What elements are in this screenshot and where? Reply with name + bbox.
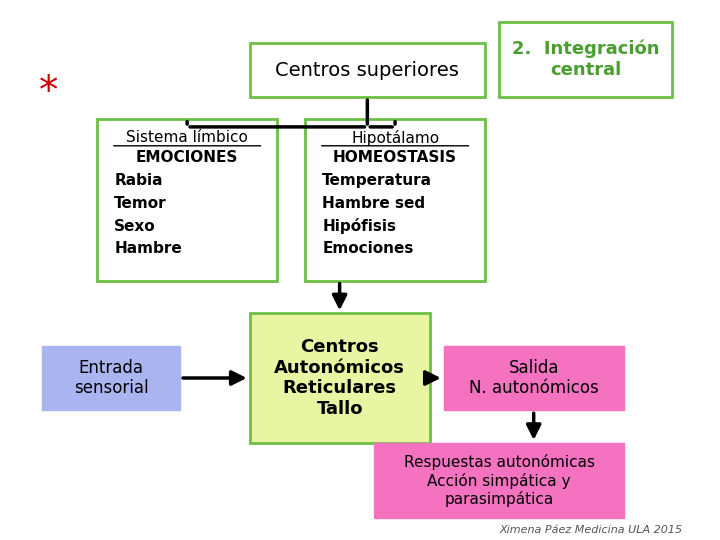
FancyBboxPatch shape bbox=[250, 313, 430, 443]
Text: Rabia: Rabia bbox=[114, 173, 163, 188]
Text: Emociones: Emociones bbox=[323, 241, 414, 256]
Text: *: * bbox=[39, 73, 58, 111]
Text: Centros
Autonómicos
Reticulares
Tallo: Centros Autonómicos Reticulares Tallo bbox=[274, 338, 405, 418]
FancyBboxPatch shape bbox=[499, 22, 672, 97]
FancyBboxPatch shape bbox=[42, 346, 180, 410]
Text: EMOCIONES: EMOCIONES bbox=[136, 150, 238, 165]
Text: Respuestas autonómicas
Acción simpática y
parasimpática: Respuestas autonómicas Acción simpática … bbox=[403, 454, 595, 507]
FancyBboxPatch shape bbox=[374, 443, 624, 518]
Text: Sistema límbico: Sistema límbico bbox=[126, 130, 248, 145]
Text: Salida
N. autonómicos: Salida N. autonómicos bbox=[469, 359, 598, 397]
Text: Ximena Páez Medicina ULA 2015: Ximena Páez Medicina ULA 2015 bbox=[499, 524, 682, 535]
Text: Temperatura: Temperatura bbox=[323, 173, 432, 188]
FancyBboxPatch shape bbox=[97, 119, 277, 281]
Text: Hambre sed: Hambre sed bbox=[323, 196, 426, 211]
Text: Centros superiores: Centros superiores bbox=[276, 60, 459, 80]
FancyBboxPatch shape bbox=[444, 346, 624, 410]
Text: Sexo: Sexo bbox=[114, 219, 156, 234]
Text: Hipotálamo: Hipotálamo bbox=[351, 130, 439, 146]
FancyBboxPatch shape bbox=[250, 43, 485, 97]
Text: HOMEOSTASIS: HOMEOSTASIS bbox=[333, 150, 457, 165]
FancyBboxPatch shape bbox=[305, 119, 485, 281]
Text: Temor: Temor bbox=[114, 196, 167, 211]
Text: Entrada
sensorial: Entrada sensorial bbox=[73, 359, 148, 397]
Text: Hipófisis: Hipófisis bbox=[323, 218, 396, 234]
Text: 2.  Integración
central: 2. Integración central bbox=[512, 40, 660, 79]
Text: Hambre: Hambre bbox=[114, 241, 182, 256]
